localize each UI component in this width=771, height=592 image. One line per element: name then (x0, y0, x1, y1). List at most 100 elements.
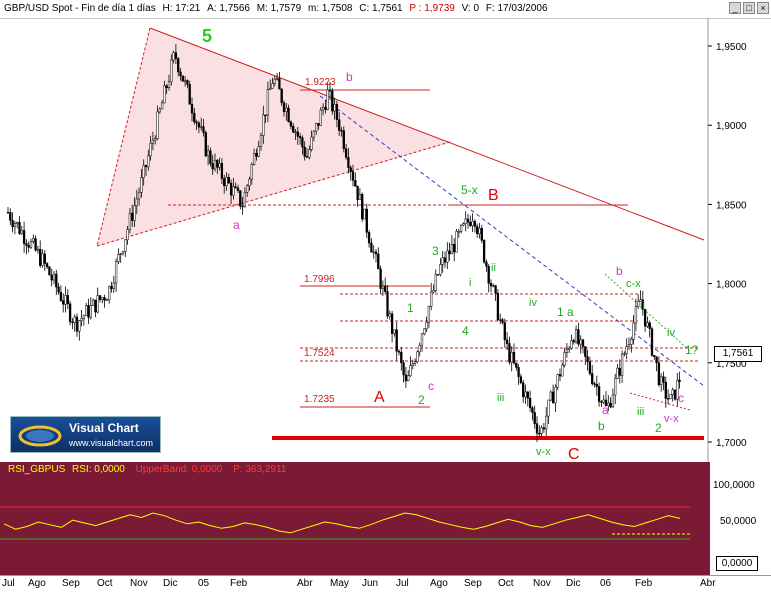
candle-body (448, 250, 451, 255)
candle-body (356, 185, 359, 200)
candle-body (137, 192, 141, 200)
candle-body (140, 177, 143, 193)
label-wave-2b: 2 (655, 421, 662, 435)
label-wave-5: 5 (202, 26, 212, 46)
candle-body (533, 412, 536, 424)
candle-body (441, 257, 444, 265)
fib-label-1-7235: 1.7235 (304, 394, 335, 405)
candle-body (172, 52, 175, 61)
candle-body (154, 138, 157, 141)
candle-body (384, 285, 387, 292)
candle-body (275, 78, 279, 80)
candle-body (561, 364, 564, 377)
candle-body (666, 398, 670, 400)
rsi-name: RSI_GBPUS (8, 464, 66, 475)
candle-body (312, 130, 316, 138)
candle-body (234, 186, 237, 189)
candle-body (572, 340, 575, 343)
candle-body (347, 157, 350, 168)
candle-body (252, 153, 256, 165)
candle-body (395, 329, 398, 352)
candle-body (326, 89, 329, 110)
candle-body (225, 177, 228, 187)
candle-body (402, 362, 405, 376)
candle-body (554, 386, 557, 404)
label-iv-2: iv (667, 327, 675, 339)
candle-body (563, 352, 566, 366)
label-wave-4: 4 (462, 324, 469, 338)
price-axis-label: 1,7500 (716, 359, 747, 370)
candle-body (124, 239, 127, 252)
candle-body (9, 212, 12, 221)
maximize-button[interactable]: □ (743, 2, 755, 14)
candle-body (243, 192, 247, 208)
candle-body (121, 251, 125, 254)
triangle-lower-edge (96, 141, 451, 247)
label-ii-2: ii (640, 300, 645, 312)
candle-body (407, 375, 410, 382)
candle-body (39, 248, 42, 266)
x-axis-label: Sep (464, 578, 482, 589)
candle-body (485, 261, 488, 267)
candle-body (581, 339, 585, 347)
candle-body (36, 248, 40, 251)
candle-body (165, 85, 168, 88)
logo-title: Visual Chart (69, 421, 139, 435)
candle-body (425, 322, 428, 330)
candle-body (147, 155, 150, 168)
x-axis-label: Feb (635, 578, 653, 589)
candle-body (335, 104, 339, 120)
close-button[interactable]: × (757, 2, 769, 14)
candle-body (349, 167, 352, 172)
candle-body (577, 329, 580, 345)
candle-body (372, 251, 375, 253)
candle-body (476, 226, 479, 234)
candle-body (135, 198, 138, 207)
label-a-2: a (602, 403, 609, 417)
candle-body (361, 194, 364, 220)
minimize-button[interactable]: _ (729, 2, 741, 14)
candle-body (420, 333, 424, 346)
candle-body (489, 282, 493, 287)
price-chart[interactable]: 1,9500 1,9000 1,8500 1,8000 1,7500 1,7000 5 a… (0, 18, 771, 462)
candle-body (535, 423, 539, 434)
candle-body (413, 361, 417, 364)
candle-body (264, 114, 267, 116)
x-axis-label: Dic (163, 578, 178, 589)
candle-body (209, 150, 212, 164)
triangle-area (97, 28, 450, 246)
candle-body (59, 291, 63, 301)
candle-body (262, 114, 265, 136)
candle-body (404, 374, 408, 382)
candle-body (315, 123, 318, 132)
candle-body (45, 263, 49, 268)
candle-body (650, 328, 654, 356)
candle-body (459, 224, 463, 232)
price-axis-label: 1,9000 (716, 121, 747, 132)
candle-body (94, 299, 97, 313)
candle-body (303, 146, 306, 157)
price-axis-label: 1,8000 (716, 280, 747, 291)
candle-body (678, 379, 681, 382)
x-axis-label: Nov (130, 578, 148, 589)
candle-body (119, 253, 122, 255)
candle-body (285, 107, 288, 112)
candle-body (462, 223, 465, 226)
x-axis-label: Sep (62, 578, 80, 589)
label-1-question: 1? (685, 343, 699, 357)
label-c-2: c (678, 391, 684, 405)
candle-body (637, 301, 640, 307)
candle-body (319, 109, 322, 126)
fib-label-1-9223: 1.9223 (305, 77, 336, 88)
candle-body (556, 374, 559, 388)
candle-body (526, 391, 529, 399)
candle-body (18, 222, 21, 234)
candle-body (653, 355, 656, 357)
candle-body (646, 322, 649, 327)
candle-body (517, 367, 520, 377)
candle-body (68, 303, 72, 323)
date-value: F: 17/03/2006 (485, 3, 548, 14)
p-value: P : 1,9739 (409, 3, 455, 14)
rsi-p-value: P: 363,2911 (233, 464, 287, 475)
logo-swoosh-icon (18, 425, 62, 447)
